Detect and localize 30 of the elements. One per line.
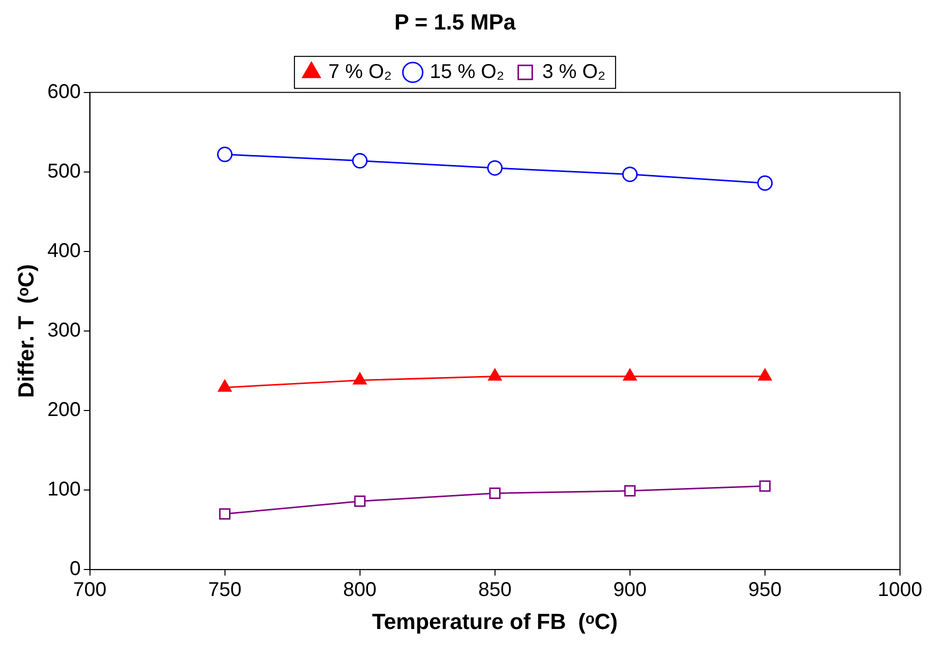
x-tick-label: 900: [613, 579, 647, 602]
point: [489, 488, 501, 499]
point: [354, 496, 366, 507]
legend-label: 15 % O₂: [430, 60, 504, 83]
x-axis-title: Temperature of FB (ᵒC): [372, 608, 618, 634]
y-tick-label: 600: [47, 80, 81, 103]
y-tick-label: 300: [47, 320, 81, 342]
point: [352, 153, 368, 169]
point: [487, 160, 503, 176]
x-tick-label: 850: [478, 579, 512, 602]
x-tick-label: 750: [208, 579, 242, 602]
point: [757, 175, 773, 191]
y-tick-label: 500: [47, 160, 81, 182]
y-tick-label: 0: [70, 558, 81, 580]
x-tick-label: 700: [73, 579, 106, 602]
point: [622, 166, 638, 182]
y-axis-title: Differ. T (ᵒC): [13, 264, 38, 398]
legend-label: 3 % O₂: [542, 60, 606, 83]
point: [217, 146, 233, 162]
point: [759, 480, 771, 492]
point: [624, 485, 636, 497]
y-tick-label: 400: [47, 240, 81, 262]
x-tick-label: 950: [748, 579, 782, 602]
y-tick-label: 200: [47, 399, 81, 422]
point: [219, 508, 231, 520]
x-tick-label: 1000: [878, 579, 922, 602]
chart-title: P = 1.5 MPa: [394, 9, 516, 34]
legend-label: 7 % O₂: [328, 60, 392, 83]
x-tick-label: 800: [343, 579, 377, 602]
y-tick-label: 100: [47, 478, 81, 501]
